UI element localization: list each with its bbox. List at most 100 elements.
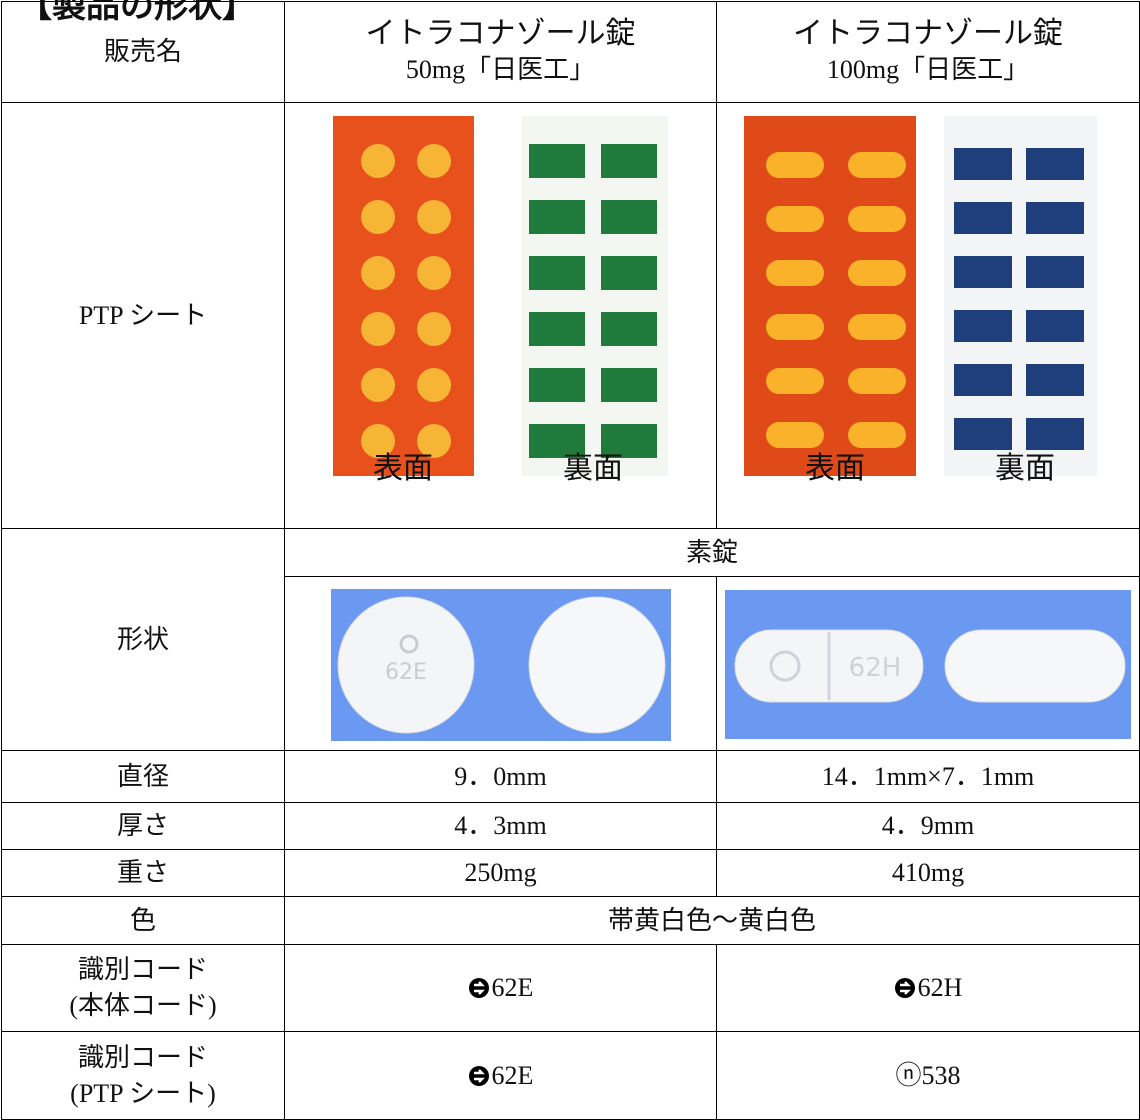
photo-detail — [601, 200, 657, 234]
svg-text:62H: 62H — [849, 653, 902, 683]
code: ⓝ538 — [895, 1060, 961, 1090]
photo-detail — [766, 260, 824, 286]
text: (本体コード) — [69, 991, 217, 1020]
photo-detail — [848, 260, 906, 286]
cell: ⓝ538 — [716, 1031, 1140, 1120]
text: 100mg「日医工」 — [826, 55, 1030, 84]
photo-detail — [361, 368, 395, 402]
text: 50mg「日医工」 — [405, 55, 596, 84]
row: 販売名 イトラコナゾール錠 50mg「日医工」 イトラコナゾール錠 100mg「日医… — [1, 1, 1140, 103]
text: イトラコナゾール錠 — [365, 17, 636, 50]
photo-detail — [361, 424, 395, 458]
cell: 4．3mm — [284, 802, 717, 850]
cell: 62E — [284, 1031, 717, 1120]
photo-detail — [601, 256, 657, 290]
code: 62E — [491, 973, 534, 1002]
cell: 識別コード (PTP シート) — [1, 1031, 285, 1120]
photo-detail — [417, 368, 451, 402]
ptp-front-photo — [333, 116, 474, 476]
cell: 14．1mm×7．1mm — [716, 750, 1140, 803]
cell: PTP シート — [1, 102, 285, 529]
photo-detail — [848, 206, 906, 232]
cell: 表面 裏面 — [284, 102, 717, 529]
photo-detail — [361, 312, 395, 346]
row: 直径 9．0mm 14．1mm×7．1mm — [1, 750, 1140, 803]
photo-detail — [766, 206, 824, 232]
cell: 4．9mm — [716, 802, 1140, 850]
photo-detail — [954, 418, 1012, 450]
cell: 厚さ — [1, 802, 285, 850]
photo-detail — [848, 152, 906, 178]
photo-detail — [529, 256, 585, 290]
cell: 素錠 — [284, 528, 1140, 577]
photo-detail — [954, 310, 1012, 342]
photo-detail — [529, 144, 585, 178]
photo-detail — [848, 314, 906, 340]
row: 色帯黄白色～黄白色 — [1, 896, 1140, 945]
photo-detail — [529, 424, 585, 458]
caption: 裏面 — [563, 452, 623, 485]
cell: 62H — [716, 576, 1140, 751]
cell: 識別コード (本体コード) — [1, 944, 285, 1032]
row: 重さ 250mg 410mg — [1, 849, 1140, 897]
cell: イトラコナゾール錠 100mg「日医工」 — [716, 1, 1140, 103]
row: 厚さ 4．3mm 4．9mm — [1, 802, 1140, 850]
text: (PTP シート) — [70, 1078, 216, 1108]
photo-detail — [417, 424, 451, 458]
photo-detail — [361, 144, 395, 178]
photo-detail — [1026, 364, 1084, 396]
photo-detail — [1026, 310, 1084, 342]
text: イトラコナゾール錠 — [793, 17, 1063, 50]
cell: 62E — [284, 576, 717, 751]
photo-detail — [766, 152, 824, 178]
cell: 9．0mm — [284, 750, 717, 803]
ptp-back-photo — [944, 116, 1097, 476]
cell: 販売名 — [1, 1, 285, 103]
caption: 裏面 — [995, 452, 1055, 485]
cell: 直径 — [1, 750, 285, 803]
photo-detail — [766, 314, 824, 340]
photo-detail — [954, 148, 1012, 180]
tablet-photo: 62E — [331, 589, 671, 741]
cell: 形状 — [1, 528, 285, 751]
photo-detail — [417, 312, 451, 346]
cell: 重さ — [1, 849, 285, 897]
caption: 表面 — [805, 452, 865, 485]
ptp-front-photo — [744, 116, 916, 476]
photo-detail — [1026, 418, 1084, 450]
photo-detail — [954, 202, 1012, 234]
photo-detail — [529, 368, 585, 402]
photo-detail — [766, 368, 824, 394]
maker-logo — [468, 1065, 489, 1086]
photo-detail — [1026, 256, 1084, 288]
photo-detail — [417, 256, 451, 290]
photo-detail — [529, 312, 585, 346]
row: 識別コード (本体コード) 62E 62H — [1, 944, 1140, 1032]
photo-detail — [417, 144, 451, 178]
photo-detail — [766, 422, 824, 448]
photo-detail — [848, 368, 906, 394]
photo-detail — [417, 200, 451, 234]
cell: 色 — [1, 896, 285, 945]
photo-detail — [1026, 148, 1084, 180]
photo-detail — [848, 422, 906, 448]
photo-detail — [361, 200, 395, 234]
photo-detail — [601, 312, 657, 346]
cell: 410mg — [716, 849, 1140, 897]
row: 識別コード (PTP シート) 62E ⓝ538 — [1, 1031, 1140, 1120]
photo-detail — [529, 200, 585, 234]
photo-detail — [954, 256, 1012, 288]
code: 62E — [491, 1060, 534, 1090]
cell: 帯黄白色～黄白色 — [284, 896, 1140, 945]
row: PTP シート 表面 裏面 表面 裏面 — [1, 102, 1140, 529]
maker-logo — [894, 978, 915, 998]
photo-detail — [361, 256, 395, 290]
tablet-photo: 62H — [725, 590, 1131, 739]
cell: 表面 裏面 — [716, 102, 1140, 529]
photo-detail — [601, 424, 657, 458]
cell: 62H — [716, 944, 1140, 1032]
row: 形状 素錠 — [1, 528, 1140, 751]
cell: イトラコナゾール錠 50mg「日医工」 — [284, 1, 717, 103]
